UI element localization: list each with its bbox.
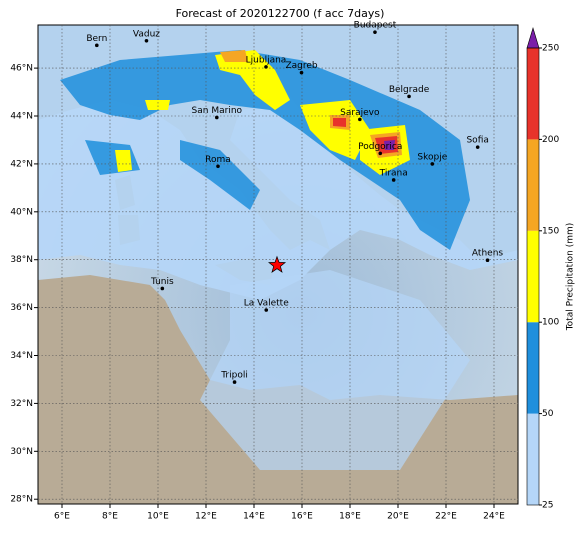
city-marker [299,70,304,75]
y-tick-label: 28°N [10,495,33,505]
colorbar-extend [526,26,540,49]
colorbar-segment [527,413,539,505]
city-marker [475,145,480,149]
city-label: Sarajevo [340,108,380,118]
colorbar-tick-label: 25 [542,501,553,511]
city-marker [216,164,220,169]
x-tick-label: 18°E [339,512,361,522]
y-tick-label: 40°N [10,207,33,217]
city-label: Podgorica [358,142,402,152]
x-tick-label: 20°E [387,512,409,522]
city-marker [485,258,490,262]
city-label: Zagreb [285,61,317,71]
city-marker [160,286,165,291]
city-label: Belgrade [389,85,430,95]
y-tick-label: 38°N [10,255,33,265]
colorbar-tick-label: 50 [542,409,554,419]
city-marker [264,308,269,312]
map-frame [37,24,519,505]
x-tick-label: 24°E [483,512,505,522]
city-label: Ljubljana [246,55,287,65]
y-tick-label: 46°N [10,64,33,74]
city-label: San Marino [192,106,243,116]
y-tick-label: 32°N [10,399,33,409]
precip-200 [333,118,398,154]
precip-100 [115,50,410,175]
title: Forecast of 2020122700 (f acc 7days) [176,7,385,20]
overlay: 6°E 8°E 10°E 12°E 14°E 16°E 18°E 20°E 22°E 24°E 28… [10,21,575,522]
y-tick-label: 42°N [10,159,33,169]
city-label: Budapest [354,21,397,31]
colorbar-tick-label: 100 [542,318,559,328]
city-label: La Valette [244,299,289,309]
precip-250 [384,140,395,150]
y-tick-label: 36°N [10,303,33,313]
colorbar-segment [527,322,539,414]
x-tick-label: 22°E [435,512,457,522]
x-tick-label: 10°E [147,512,169,522]
x-tick-label: 14°E [243,512,265,522]
y-tick-label: 30°N [10,447,33,457]
city-marker [95,43,99,48]
colorbar-segment [527,230,539,323]
city-marker [373,30,377,34]
city-marker [264,65,268,69]
city-marker [232,380,237,384]
city-marker [144,39,149,43]
city-marker [378,151,383,156]
colorbar-frame [526,47,540,506]
city-label: Skopje [417,152,447,162]
colorbar-label: Total Precipitation (mm) [566,223,576,332]
city-label: Bern [86,34,107,44]
city-marker [430,162,435,166]
city-label: Sofia [466,136,488,146]
colorbar-tick-label: 150 [542,226,559,236]
x-tick-label: 12°E [195,512,217,522]
colorbar-segment [527,48,539,140]
city-label: Tunis [150,277,174,287]
x-tick-label: 8°E [102,512,118,522]
city-label: Vaduz [133,29,160,39]
y-tick-label: 44°N [10,112,33,122]
city-marker [215,115,219,120]
colorbar-tick-label: 200 [542,135,559,145]
city-label: Tripoli [220,371,248,381]
city-label: Roma [205,155,231,165]
city-marker [407,94,411,99]
event-star [268,255,287,273]
colorbar-tick-label: 250 [542,44,559,54]
precip-25 [200,270,470,470]
city-marker [391,178,396,182]
colorbar-segment [527,139,539,231]
y-tick-label: 34°N [10,351,33,361]
x-tick-label: 6°E [54,512,70,522]
city-label: Athens [472,249,503,259]
x-tick-label: 16°E [291,512,313,522]
city-marker [358,117,362,122]
city-label: Tirana [379,168,408,178]
